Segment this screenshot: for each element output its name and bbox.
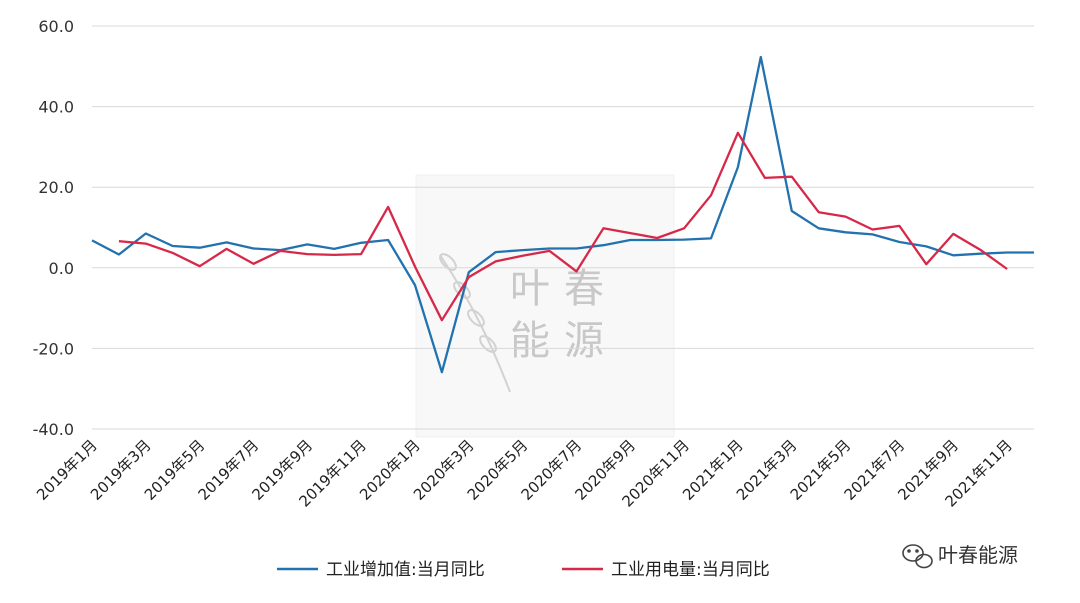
y-tick-label: 0.0	[49, 259, 74, 278]
legend-label-industrial-value-added: 工业增加值:当月同比	[326, 560, 485, 580]
y-axis: -40.0 -20.0 0.0 20.0 40.0 60.0	[33, 17, 74, 439]
y-tick-label: 20.0	[38, 178, 74, 197]
series-lines	[91, 55, 1034, 374]
watermark: 叶春 能源	[415, 174, 675, 438]
series-line-industrial-electricity	[118, 131, 1008, 322]
series-line-industrial-value-added	[91, 55, 1034, 374]
brand: 叶春能源	[902, 543, 1018, 569]
leaf-watermark-icon	[439, 253, 511, 393]
wechat-icon	[902, 544, 933, 569]
y-tick-label: -40.0	[33, 420, 74, 439]
grid-lines	[92, 25, 1034, 430]
legend-label-industrial-electricity: 工业用电量:当月同比	[611, 560, 770, 580]
x-axis: 2019年1月2019年3月2019年5月2019年7月2019年9月2019年…	[33, 436, 1016, 510]
watermark-line1: 叶春	[510, 266, 618, 312]
y-tick-label: 40.0	[38, 98, 74, 117]
watermark-line2: 能源	[510, 318, 618, 364]
brand-name: 叶春能源	[938, 543, 1018, 567]
y-tick-label: 60.0	[38, 17, 74, 36]
legend: 工业增加值:当月同比 工业用电量:当月同比	[277, 560, 770, 580]
y-tick-label: -20.0	[33, 339, 74, 358]
